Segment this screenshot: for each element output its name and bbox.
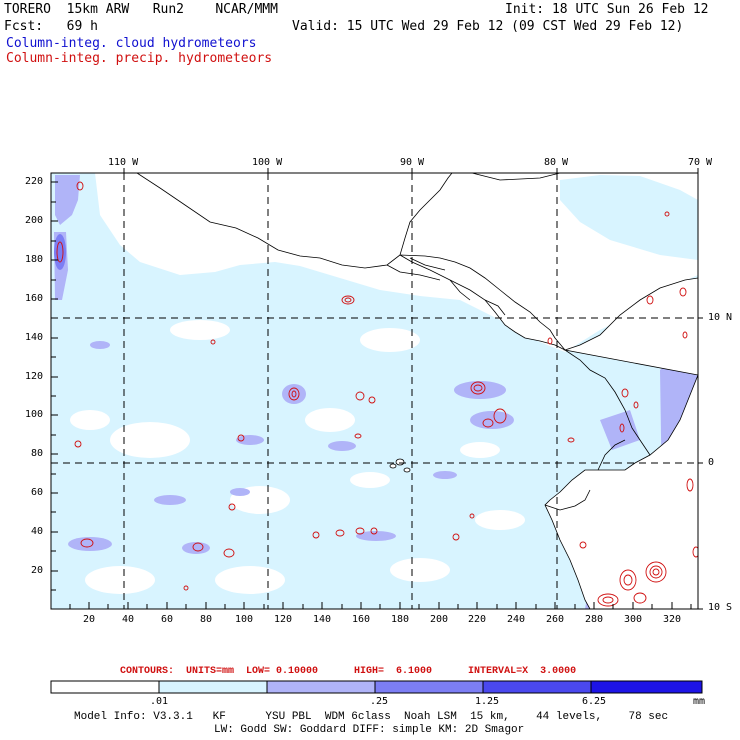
colorbar-segment-1 [158, 680, 268, 694]
lon-label-70w: 70 W [688, 157, 713, 168]
plot-frame [50, 172, 699, 610]
lat-label-0: 0 [708, 457, 715, 468]
x-tick-label: 80 [200, 614, 213, 625]
run-info: TORERO 15km ARW Run2 NCAR/MMM [4, 2, 278, 17]
lon-label-110w: 110 W [108, 157, 139, 168]
y-tick-label: 120 [25, 371, 44, 382]
y-tick-label: 40 [31, 526, 44, 537]
valid-time: Valid: 15 UTC Wed 29 Feb 12 (09 CST Wed … [292, 19, 684, 34]
colorbar-unit: mm [693, 696, 706, 707]
x-tick-label: 120 [274, 614, 293, 625]
colorbar-segment-2 [266, 680, 376, 694]
x-tick-label: 100 [235, 614, 254, 625]
precip-contours [56, 181, 698, 607]
lon-label-100w: 100 W [252, 157, 283, 168]
x-tick-label: 280 [585, 614, 604, 625]
colorbar-label: .25 [370, 696, 389, 707]
y-tick-label: 100 [25, 409, 44, 420]
cloud-shading-light [51, 173, 698, 609]
x-tick-label: 300 [624, 614, 643, 625]
contours-info: CONTOURS: UNITS=mm LOW= 0.10000 HIGH= 6.… [120, 666, 577, 677]
y-tick-label: 220 [25, 176, 44, 187]
x-tick-label: 20 [83, 614, 96, 625]
lat-label-10n: 10 N [708, 312, 733, 323]
legend-precip: Column-integ. precip. hydrometeors [6, 51, 273, 66]
init-time: Init: 18 UTC Sun 26 Feb 12 [505, 2, 709, 17]
colorbar-segment-4 [482, 680, 592, 694]
lat-label-10s: 10 S [708, 602, 733, 613]
colorbar-segment-5 [590, 680, 703, 694]
map-plot-area [51, 173, 698, 609]
y-tick-label: 140 [25, 332, 44, 343]
colorbar-label: 6.25 [582, 696, 607, 707]
model-info-line2: LW: Godd SW: Goddard DIFF: simple KM: 2D… [214, 724, 525, 736]
x-tick-label: 240 [507, 614, 526, 625]
x-tick-label: 180 [391, 614, 410, 625]
y-tick-label: 160 [25, 293, 44, 304]
x-tick-label: 260 [546, 614, 565, 625]
colorbar-label: .01 [150, 696, 169, 707]
x-tick-label: 60 [161, 614, 174, 625]
y-tick-label: 20 [31, 565, 44, 576]
lon-label-80w: 80 W [544, 157, 569, 168]
x-tick-marks [69, 602, 692, 609]
y-tick-label: 200 [25, 215, 44, 226]
colorbar-segment-0 [50, 680, 160, 694]
x-tick-label: 220 [468, 614, 487, 625]
x-tick-label: 140 [313, 614, 332, 625]
geo-tick-marks [123, 168, 703, 610]
model-info-line1: Model Info: V3.3.1 KF YSU PBL WDM 6class… [74, 711, 669, 723]
x-tick-label: 320 [663, 614, 682, 625]
y-tick-label: 60 [31, 487, 44, 498]
forecast-hour: Fcst: 69 h [4, 19, 98, 34]
gridlines [51, 173, 698, 609]
y-tick-label: 80 [31, 448, 44, 459]
borders [386, 257, 651, 511]
y-tick-label: 180 [25, 254, 44, 265]
x-tick-label: 200 [430, 614, 449, 625]
lon-label-90w: 90 W [400, 157, 425, 168]
colorbar [50, 680, 703, 694]
legend-cloud: Column-integ. cloud hydrometeors [6, 36, 257, 51]
colorbar-label: 1.25 [475, 696, 500, 707]
x-tick-label: 40 [122, 614, 135, 625]
x-tick-label: 160 [352, 614, 371, 625]
colorbar-segment-3 [374, 680, 484, 694]
land-masses [136, 173, 698, 609]
y-tick-marks [51, 181, 58, 591]
